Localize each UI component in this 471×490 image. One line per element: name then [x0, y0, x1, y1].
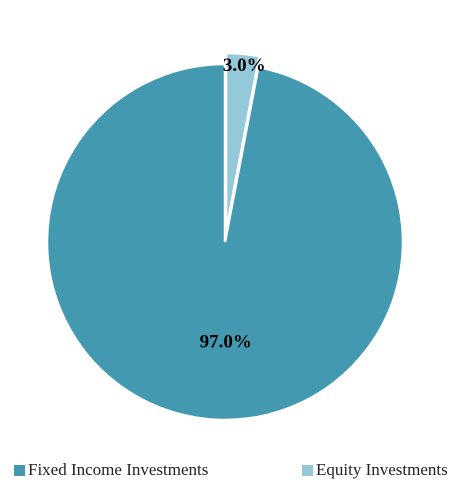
pie-label-equity-investments: 3.0%: [223, 55, 266, 76]
legend-item-fixed-income: Fixed Income Investments: [14, 458, 208, 482]
legend-label-fixed-income: Fixed Income Investments: [28, 460, 209, 479]
legend: Fixed Income Investments Equity Investme…: [14, 458, 471, 482]
pie-label-fixed-income-investments: 97.0%: [200, 331, 252, 352]
slices-layer: [45, 51, 405, 422]
pie-slice-equity-investments: [224, 51, 261, 232]
pie-slice-fixed-income-investments: [45, 62, 405, 422]
legend-item-equity: Equity Investments: [302, 458, 448, 482]
legend-swatch-fixed-income: [14, 464, 25, 476]
labels-layer: 97.0% 3.0%: [200, 55, 266, 352]
legend-label-equity: Equity Investments: [316, 460, 448, 479]
legend-swatch-equity: [302, 464, 313, 476]
